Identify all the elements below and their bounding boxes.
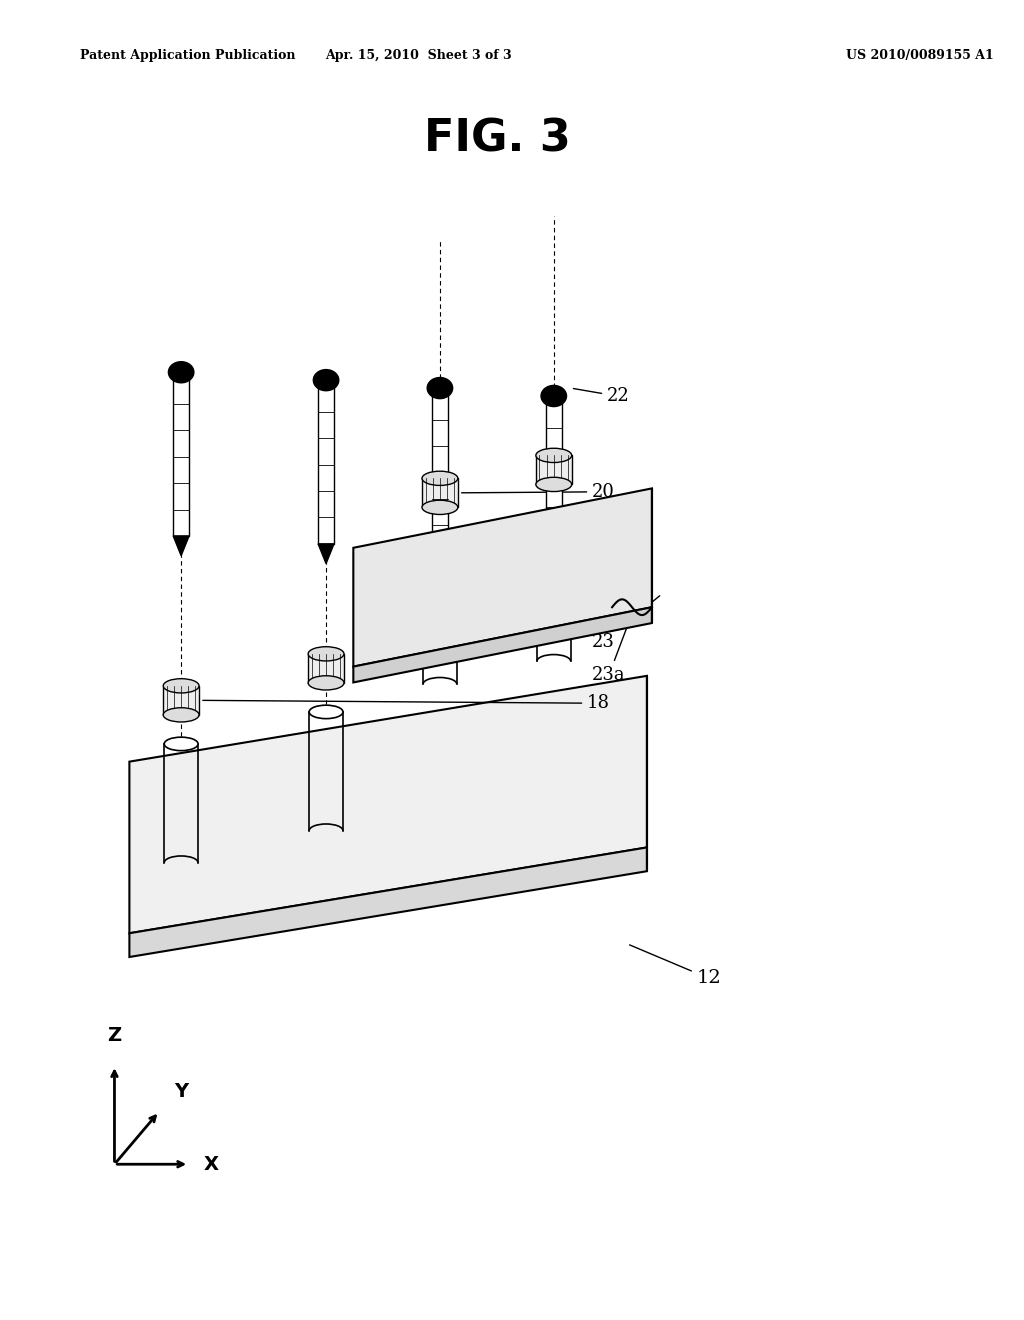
Ellipse shape xyxy=(168,362,194,383)
Polygon shape xyxy=(432,393,447,552)
Polygon shape xyxy=(129,676,647,933)
Text: Z: Z xyxy=(108,1027,122,1045)
Ellipse shape xyxy=(309,705,343,718)
Ellipse shape xyxy=(308,676,344,690)
Text: US 2010/0089155 A1: US 2010/0089155 A1 xyxy=(846,49,993,62)
Polygon shape xyxy=(129,847,647,957)
Text: 23a: 23a xyxy=(592,616,631,684)
Text: 22: 22 xyxy=(573,387,630,405)
Polygon shape xyxy=(173,378,189,536)
Polygon shape xyxy=(353,488,652,667)
Text: Y: Y xyxy=(174,1082,188,1101)
Ellipse shape xyxy=(164,737,198,751)
Polygon shape xyxy=(422,478,458,507)
Text: Patent Application Publication: Patent Application Publication xyxy=(80,49,295,62)
Ellipse shape xyxy=(422,500,458,515)
Polygon shape xyxy=(536,455,571,484)
Text: 18: 18 xyxy=(203,694,610,713)
Ellipse shape xyxy=(308,647,344,661)
Polygon shape xyxy=(546,401,562,560)
Text: Apr. 15, 2010  Sheet 3 of 3: Apr. 15, 2010 Sheet 3 of 3 xyxy=(325,49,511,62)
Ellipse shape xyxy=(422,471,458,486)
Text: FIG. 3: FIG. 3 xyxy=(424,117,571,160)
Ellipse shape xyxy=(536,478,571,491)
Ellipse shape xyxy=(427,378,453,399)
Polygon shape xyxy=(432,552,447,572)
Polygon shape xyxy=(318,544,334,564)
Ellipse shape xyxy=(423,558,457,572)
Text: X: X xyxy=(204,1155,219,1173)
Ellipse shape xyxy=(163,708,199,722)
Polygon shape xyxy=(546,560,562,579)
Polygon shape xyxy=(353,607,652,682)
Polygon shape xyxy=(318,385,334,544)
Ellipse shape xyxy=(163,678,199,693)
Ellipse shape xyxy=(313,370,339,391)
Polygon shape xyxy=(308,653,344,682)
Polygon shape xyxy=(173,536,189,556)
Polygon shape xyxy=(163,686,199,715)
Ellipse shape xyxy=(541,385,566,407)
Ellipse shape xyxy=(537,536,570,549)
Ellipse shape xyxy=(536,449,571,462)
Text: 12: 12 xyxy=(630,945,722,987)
Text: 20: 20 xyxy=(462,483,615,500)
Text: 23: 23 xyxy=(592,595,659,651)
